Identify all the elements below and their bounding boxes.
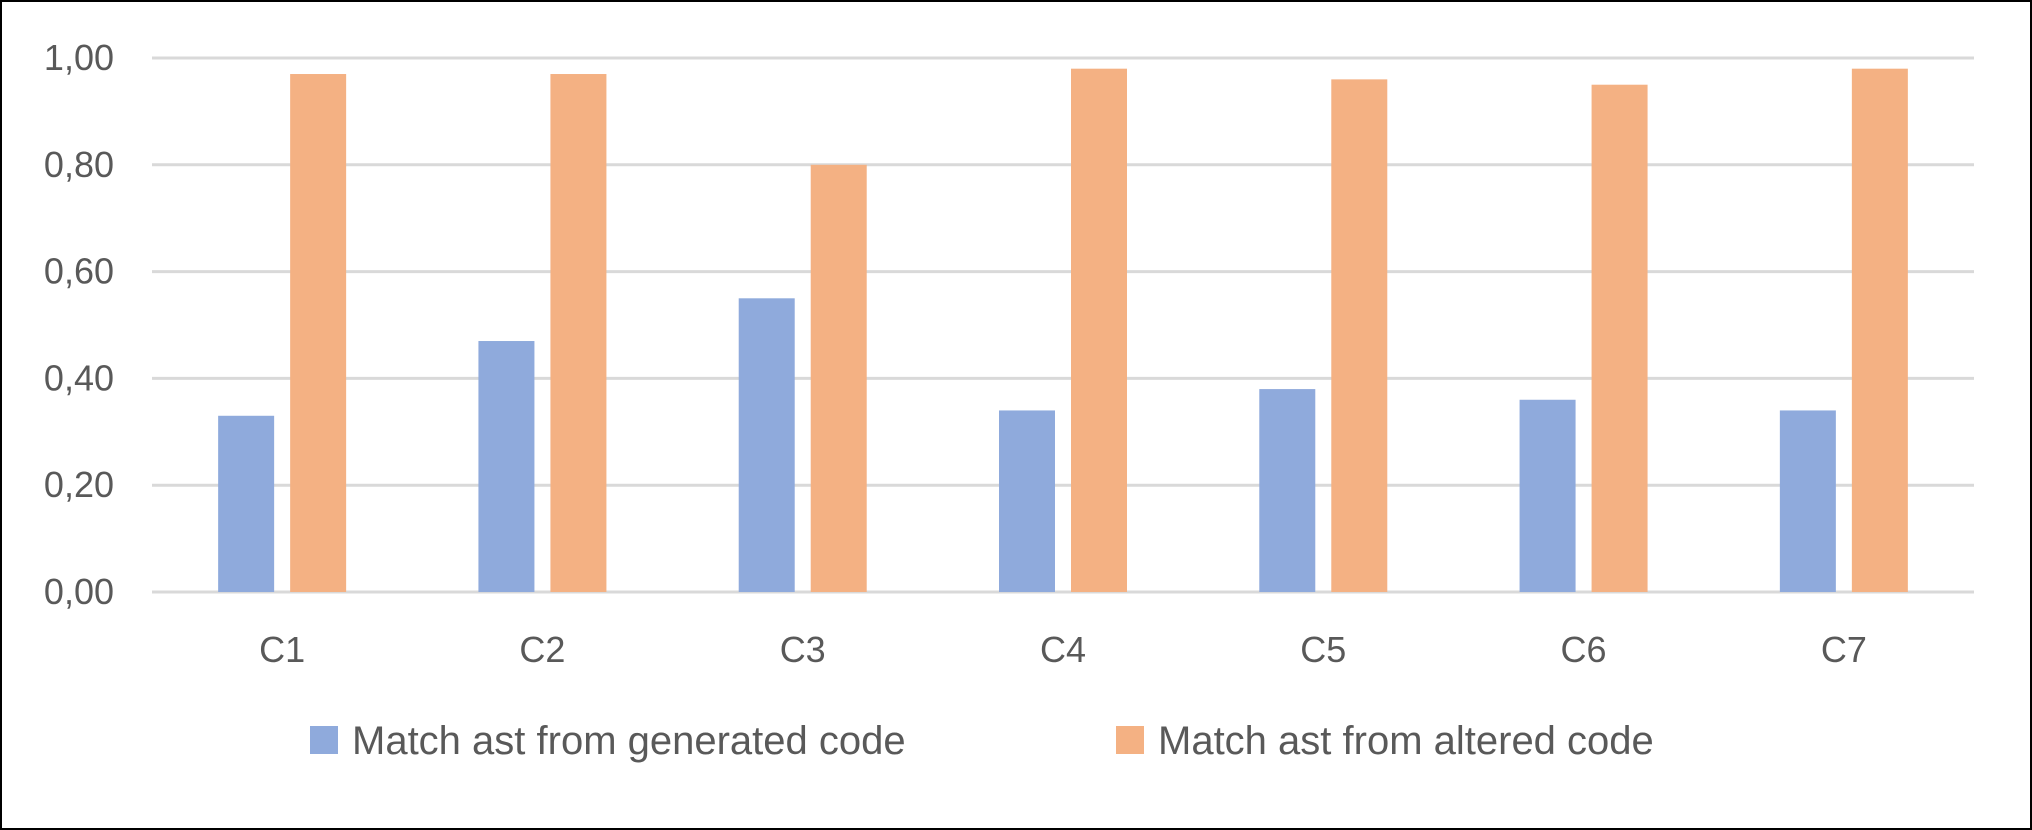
x-tick-label: C1: [259, 629, 305, 670]
legend-swatch: [310, 726, 338, 754]
bar-c4-series-2: [1071, 68, 1127, 593]
x-tick-label: C5: [1300, 629, 1346, 670]
legend-label: Match ast from generated code: [352, 719, 906, 763]
y-tick-label: 0,20: [44, 464, 114, 505]
bar-c7-series-1: [1779, 410, 1836, 592]
bar-c4-series-1: [999, 410, 1055, 592]
gridlines: [152, 56, 1974, 594]
x-tick-label: C7: [1821, 629, 1867, 670]
x-axis-category-labels: C1 C2 C3 C4 C5 C6 C7: [259, 629, 1867, 670]
bar-c1-series-2: [290, 74, 347, 592]
legend: Match ast from generated code Match ast f…: [310, 719, 1654, 763]
y-tick-label: 1,00: [44, 37, 114, 78]
bar-c5-series-1: [1259, 389, 1316, 592]
bar-c3-series-1: [738, 298, 795, 592]
y-tick-label: 0,60: [44, 251, 114, 292]
bar-c2-series-2: [550, 74, 607, 592]
y-tick-label: 0,40: [44, 357, 114, 398]
x-tick-label: C6: [1561, 629, 1607, 670]
bar-c3-series-2: [810, 164, 867, 593]
x-tick-label: C4: [1040, 629, 1086, 670]
bar-c7-series-2: [1851, 68, 1908, 593]
bar-c2-series-1: [478, 341, 535, 592]
y-tick-label: 0,00: [44, 571, 114, 612]
x-tick-label: C2: [519, 629, 565, 670]
bar-c5-series-2: [1331, 79, 1388, 593]
y-tick-label: 0,80: [44, 144, 114, 185]
x-tick-label: C3: [780, 629, 826, 670]
legend-label: Match ast from altered code: [1158, 719, 1654, 763]
bar-c6-series-2: [1591, 84, 1648, 592]
y-axis-tick-labels: 0,00 0,20 0,40 0,60 0,80 1,00: [44, 37, 114, 612]
bar-c1-series-1: [218, 415, 275, 592]
bar-c6-series-1: [1519, 399, 1576, 592]
bars: [218, 68, 1908, 593]
legend-swatch: [1116, 726, 1144, 754]
